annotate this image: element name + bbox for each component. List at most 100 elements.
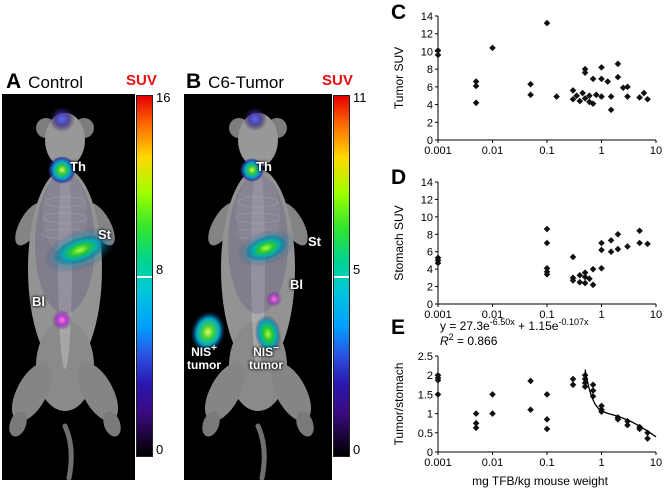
x-tick-label: 1 [598, 457, 604, 469]
data-point [434, 47, 442, 54]
data-point [586, 92, 593, 100]
colorbar-a-mid: 8 [156, 262, 164, 277]
x-tick-label: 10 [650, 457, 662, 469]
data-point [434, 51, 442, 59]
colorbar-b-min: 0 [353, 442, 361, 457]
data-point [543, 225, 551, 233]
data-point [472, 99, 480, 107]
annotation-nis-positive-tumor: NIS+ tumor [187, 343, 221, 373]
panel-c-letter: C [391, 1, 407, 24]
data-point [489, 44, 496, 52]
data-point [592, 91, 600, 99]
fit-equation: y = 27.3e-6.50x + 1.15e-0.107x [440, 317, 589, 333]
data-point [636, 227, 643, 235]
data-point [543, 416, 551, 423]
data-point [589, 393, 597, 400]
data-point [581, 69, 589, 76]
data-point [472, 78, 480, 85]
y-axis-title: Stomach SUV [392, 205, 406, 280]
annotation-bladder-a: Bl [32, 294, 45, 309]
x-tick-label: 0.1 [539, 309, 554, 321]
colorbar-a-min: 0 [156, 442, 164, 457]
panel-b-letter: B [186, 70, 202, 93]
data-point [614, 230, 622, 238]
y-tick-label: 2.5 [418, 351, 433, 363]
data-point [624, 93, 631, 100]
data-point [543, 239, 551, 247]
y-axis-title: Tumor/stomach [392, 363, 406, 446]
data-point [589, 265, 597, 273]
r-squared: R2 = 0.866 [440, 332, 498, 348]
data-point [569, 381, 577, 389]
x-tick-label: 0.01 [482, 309, 503, 321]
annotation-thyroid-b: Th [256, 159, 272, 174]
data-point [614, 245, 622, 253]
x-tick-label: 0.001 [424, 145, 452, 157]
y-tick-label: 10 [421, 46, 433, 58]
data-point [576, 271, 584, 279]
chart-stomach-suv: 0 2 4 6 8 10 12 14 0.001 0.01 0.1 1 10 Stomach SUV [392, 177, 662, 321]
annotation-stomach-b: St [308, 234, 321, 249]
data-point [624, 421, 631, 429]
y-tick-label: 0 [427, 447, 433, 459]
x-axis-title: mg TFB/kg mouse weight [472, 474, 608, 488]
y-tick-label: 10 [421, 212, 433, 224]
colorbar-b-mid: 5 [353, 262, 361, 277]
data-point [604, 78, 612, 85]
y-tick-label: 4 [427, 264, 433, 276]
data-point [579, 89, 586, 97]
data-point [472, 82, 480, 90]
data-point [598, 239, 605, 247]
data-point [607, 106, 615, 114]
annotation-bladder-b: Bl [290, 277, 303, 292]
data-point [581, 383, 589, 391]
pet-image-tumor [184, 94, 332, 480]
data-point [614, 60, 622, 68]
data-point [589, 281, 597, 289]
data-point [644, 95, 651, 103]
y-tick-label: 8 [427, 64, 433, 76]
y-tick-label: 2 [427, 282, 433, 294]
data-point [607, 93, 615, 100]
data-point [644, 240, 651, 248]
x-tick-label: 0.001 [424, 309, 452, 321]
data-point [589, 100, 597, 107]
data-point [489, 391, 496, 398]
data-point [527, 91, 534, 99]
panel-d-letter: D [391, 166, 407, 189]
y-tick-label: 1.5 [418, 389, 433, 401]
data-point [624, 83, 631, 91]
data-point [586, 275, 593, 283]
suv-label-b: SUV [322, 72, 353, 89]
y-tick-label: 2 [427, 370, 433, 382]
suv-colorbar-b [333, 95, 350, 457]
data-point [607, 237, 615, 244]
panel-a-letter: A [6, 70, 22, 93]
data-point [569, 95, 577, 103]
x-tick-label: 0.001 [424, 457, 452, 469]
data-point [589, 381, 597, 389]
fit-curve [584, 369, 657, 438]
x-tick-label: 0.1 [539, 145, 554, 157]
data-point [576, 97, 584, 105]
y-tick-label: 14 [421, 177, 433, 189]
data-point [619, 84, 627, 92]
chart-tumor-suv: 0 2 4 6 8 10 12 14 0.001 0.01 0.1 1 10 Tumor SUV [392, 11, 662, 157]
data-point [573, 92, 580, 100]
colorbar-a-max: 16 [156, 90, 171, 105]
data-point [543, 425, 551, 433]
x-tick-label: 1 [598, 145, 604, 157]
data-point [569, 253, 577, 261]
data-point [434, 391, 442, 398]
y-tick-label: 14 [421, 11, 433, 23]
data-point [543, 391, 551, 398]
data-point [553, 93, 560, 100]
data-point [640, 89, 648, 97]
panel-a-title: Control [28, 73, 83, 92]
x-tick-label: 0.01 [482, 457, 503, 469]
data-point [636, 94, 643, 101]
y-tick-label: 12 [421, 29, 433, 41]
data-point [598, 64, 605, 71]
y-tick-label: 6 [427, 247, 433, 259]
